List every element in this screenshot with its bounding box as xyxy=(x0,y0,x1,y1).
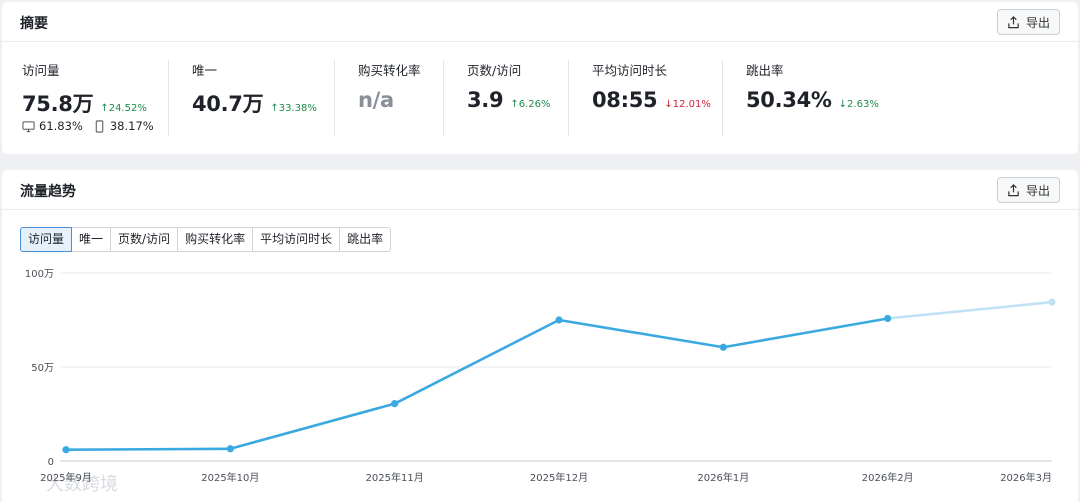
metric-label: 访问量 xyxy=(22,63,60,78)
metric-value: n/a xyxy=(358,88,394,112)
data-point xyxy=(391,400,399,408)
metric-label: 唯一 xyxy=(192,63,218,78)
data-point xyxy=(719,343,727,351)
y-tick-label: 0 xyxy=(48,457,54,468)
summary-header: 摘要 导出 xyxy=(2,2,1078,42)
metric-visits: 访问量 75.8万 ↑24.52% xyxy=(22,60,147,118)
metric-delta: ↓2.63% xyxy=(838,99,879,110)
data-point xyxy=(884,314,892,323)
metric-delta: ↓12.01% xyxy=(664,99,711,110)
divider xyxy=(568,60,569,136)
data-point xyxy=(62,446,70,454)
trend-export-button[interactable]: 导出 xyxy=(997,177,1060,203)
metric-bounce-rate: 跳出率 50.34% ↓2.63% xyxy=(746,60,879,112)
tab-unique[interactable]: 唯一 xyxy=(72,227,112,252)
trend-title: 流量趋势 xyxy=(20,184,76,200)
divider xyxy=(722,60,723,136)
data-point xyxy=(226,445,234,453)
x-tick-label: 2025年10月 xyxy=(201,471,259,484)
metric-label: 平均访问时长 xyxy=(592,63,668,78)
mobile-icon xyxy=(95,119,104,133)
desktop-icon xyxy=(22,120,35,132)
metric-value: 75.8万 xyxy=(22,92,94,116)
x-tick-label: 2025年9月 xyxy=(40,471,92,484)
metric-delta: ↑6.26% xyxy=(510,99,551,110)
tab-avg-duration[interactable]: 平均访问时长 xyxy=(253,227,341,252)
tab-visits[interactable]: 访问量 xyxy=(20,227,73,252)
series-line-segment xyxy=(393,318,561,405)
divider xyxy=(334,60,335,136)
series-line-segment xyxy=(722,317,889,349)
metric-pages-per-visit: 页数/访问 3.9 ↑6.26% xyxy=(467,60,550,112)
trend-export-label: 导出 xyxy=(1025,183,1050,198)
metric-label: 跳出率 xyxy=(746,63,784,78)
summary-export-button[interactable]: 导出 xyxy=(997,9,1060,35)
metric-value: 50.34% xyxy=(746,88,832,112)
divider xyxy=(443,60,444,136)
metric-avg-duration: 平均访问时长 08:55 ↓12.01% xyxy=(592,60,711,112)
series-line-segment xyxy=(229,402,396,451)
metric-conversion: 购买转化率 n/a xyxy=(358,60,421,112)
export-icon xyxy=(1008,15,1019,28)
metric-tabs: 访问量 唯一 页数/访问 购买转化率 平均访问时长 跳出率 xyxy=(20,227,392,252)
data-point xyxy=(555,316,563,324)
x-tick-label: 2025年12月 xyxy=(530,471,588,484)
traffic-chart: 大数跨境 0 50万 100万 2025年9月 2025年10月 2025年11月 2025年… xyxy=(25,269,1056,495)
tab-conversion[interactable]: 购买转化率 xyxy=(178,227,254,252)
x-tick-label: 2025年11月 xyxy=(366,471,424,484)
watermark-text: 大数跨境 xyxy=(46,474,118,495)
data-point xyxy=(1048,298,1056,306)
metric-delta: ↑24.52% xyxy=(100,103,147,114)
trend-header: 流量趋势 导出 xyxy=(2,170,1078,210)
metric-unique: 唯一 40.7万 ↑33.38% xyxy=(192,60,317,118)
summary-title: 摘要 xyxy=(20,16,48,32)
x-tick-label: 2026年1月 xyxy=(697,471,749,484)
tab-pages-per-visit[interactable]: 页数/访问 xyxy=(111,227,179,252)
device-split: 61.83% 38.17% xyxy=(22,119,154,133)
metric-value: 3.9 xyxy=(467,88,504,112)
metric-value: 40.7万 xyxy=(192,92,264,116)
x-tick-label: 2026年2月 xyxy=(862,471,914,484)
summary-card: 摘要 导出 访问量 75.8万 ↑24.52% 61.83% 38.17% 唯一 xyxy=(2,2,1078,154)
divider xyxy=(168,60,169,136)
metric-value: 08:55 xyxy=(592,88,658,112)
y-tick-label: 50万 xyxy=(31,363,54,374)
desktop-share: 61.83% xyxy=(39,119,83,133)
trend-card: 流量趋势 导出 访问量 唯一 页数/访问 购买转化率 平均访问时长 跳出率 大数… xyxy=(2,170,1078,502)
x-tick-label: 2026年3月 xyxy=(1000,471,1052,484)
series-line-segment xyxy=(64,447,232,452)
tab-bounce-rate[interactable]: 跳出率 xyxy=(340,227,392,252)
summary-export-label: 导出 xyxy=(1025,15,1050,30)
metric-label: 购买转化率 xyxy=(358,63,421,78)
metric-label: 页数/访问 xyxy=(467,63,522,78)
y-tick-label: 100万 xyxy=(25,269,54,280)
export-icon xyxy=(1008,183,1019,196)
metric-delta: ↑33.38% xyxy=(270,103,317,114)
series-line-segment xyxy=(557,318,725,349)
forecast-line-segment xyxy=(886,300,1054,320)
mobile-share: 38.17% xyxy=(109,119,154,133)
